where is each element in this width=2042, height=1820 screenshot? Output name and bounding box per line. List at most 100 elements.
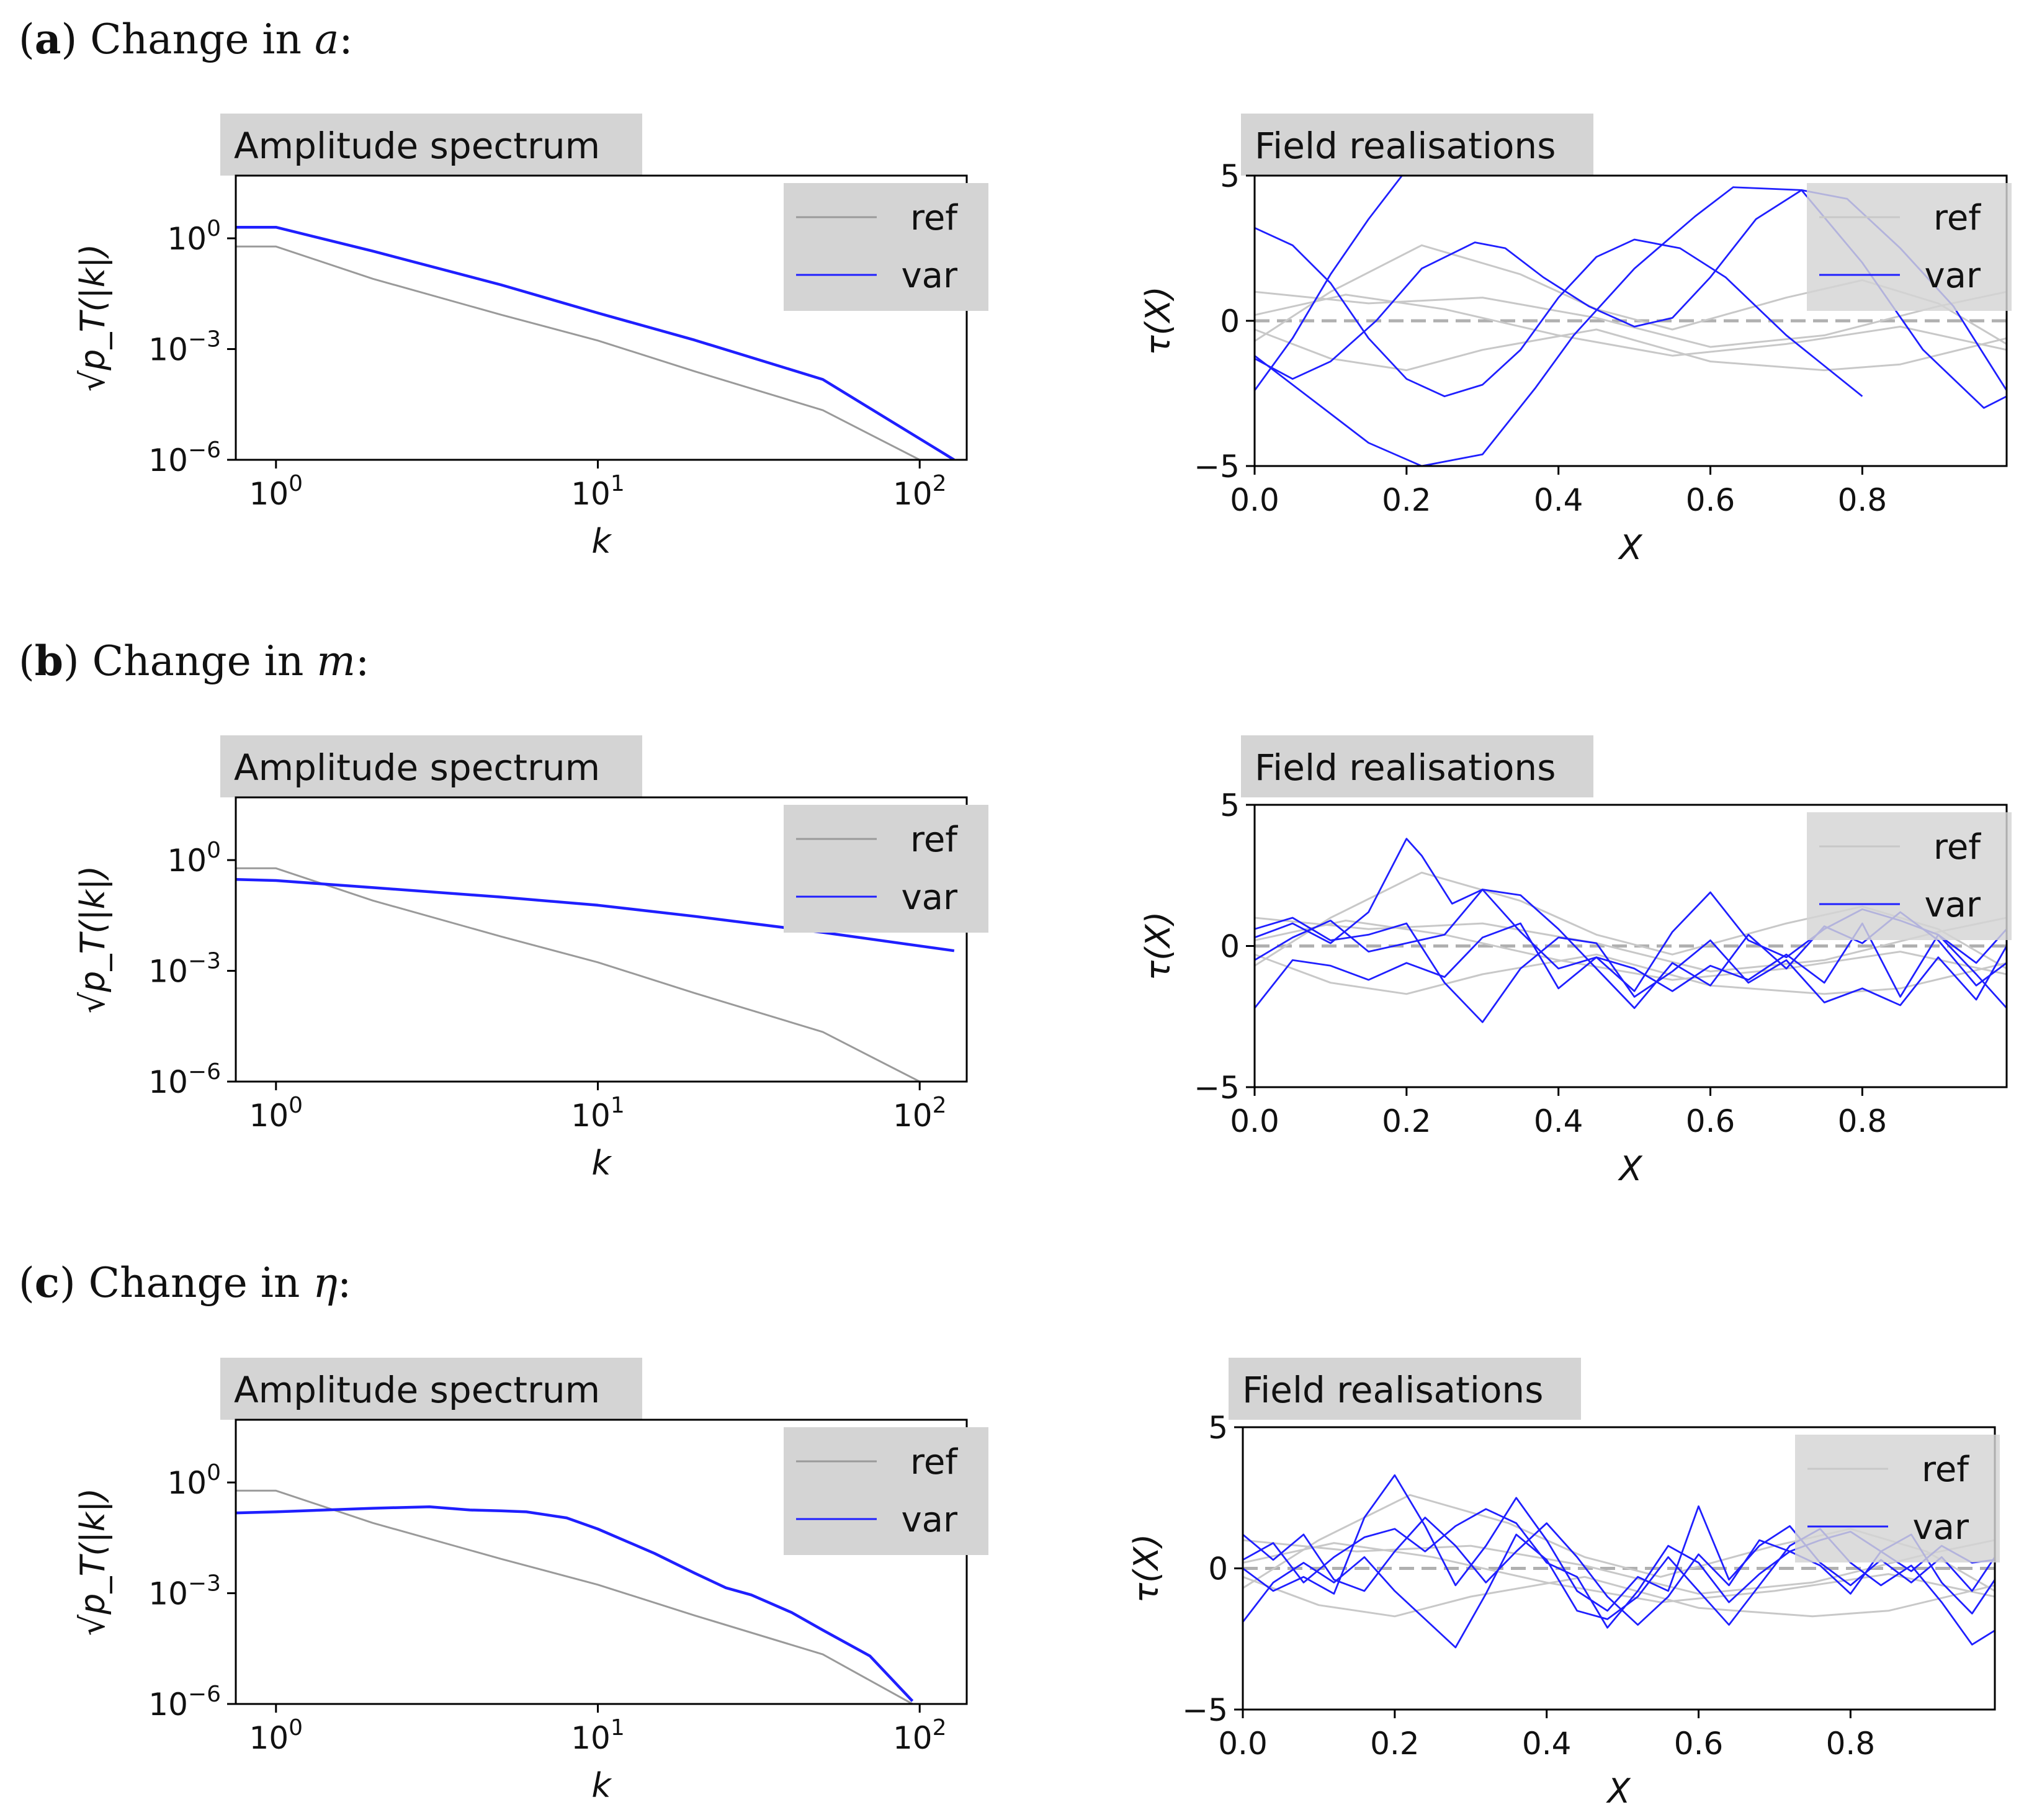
c-spectrum-series-var-1	[236, 1505, 914, 1702]
b-spectrum-frame	[235, 796, 968, 1083]
c-spectrum-legend-var-label: var	[902, 1500, 958, 1540]
a-spectrum-legend-ref-label: ref	[910, 198, 958, 238]
a-field-title: Field realisations	[1255, 125, 1556, 167]
c-spectrum-xlabel: k	[591, 1766, 612, 1805]
b-field-legend-var-label: var	[1925, 885, 1981, 925]
section-suffix-c: :	[338, 1259, 351, 1307]
a-spectrum-ytick-label: 100	[167, 216, 221, 257]
b-spectrum-legend-var-label: var	[902, 877, 958, 918]
b-field-ylabel: τ(X)	[1139, 912, 1178, 981]
section-letter-b: b	[35, 637, 63, 685]
c-spectrum-series-ref-0	[236, 1489, 913, 1704]
a-spectrum-series-var-1	[236, 225, 955, 460]
a-field-xtick-label: 0.0	[1230, 482, 1279, 518]
a-field-xtick-label: 0.2	[1382, 482, 1431, 518]
a-spectrum-legend: ref var	[784, 183, 988, 311]
b-spectrum-panel: Amplitude spectrum 100 101 102 100 10−3 10−6 k √…	[73, 735, 988, 1183]
b-spectrum-title-bg	[220, 735, 642, 797]
b-field-xtick-label: 0.8	[1838, 1103, 1888, 1139]
b-spectrum-xtick-label: 101	[571, 1093, 625, 1134]
c-field-legend-bg	[1795, 1435, 2000, 1562]
a-field-series-ref-2	[1255, 290, 2007, 348]
section-label-c: (c) Change in η:	[19, 1258, 351, 1307]
c-field-xlabel: X	[1606, 1772, 1631, 1811]
a-spectrum-series-ref-0	[236, 245, 920, 460]
a-field-series-var-4	[1255, 176, 1404, 392]
a-field-xlabel: X	[1618, 528, 1643, 567]
b-field-ytick-label: 0	[1220, 929, 1240, 965]
a-spectrum-xtick-label: 101	[571, 471, 625, 512]
c-field-ytick-label: −5	[1182, 1692, 1228, 1728]
c-spectrum-panel: Amplitude spectrum 100 101 102 100 10−3 10−6 k √…	[73, 1358, 988, 1805]
c-spectrum-ylabel: √p_T(|k|)	[73, 1488, 112, 1636]
a-field-ylabel: τ(X)	[1139, 286, 1178, 356]
a-field-panel: Field realisations 0.0 0.2 0.4 0.6 0.8 5 0 −5 Xτ(…	[1139, 114, 2012, 567]
c-spectrum-title: Amplitude spectrum	[234, 1369, 600, 1411]
b-field-title-bg	[1241, 735, 1593, 797]
b-field-ytick-label: 5	[1220, 787, 1240, 823]
c-spectrum-legend: ref var	[784, 1427, 988, 1555]
a-spectrum-xlabel: k	[591, 522, 612, 561]
c-spectrum-ytick-label: 10−3	[148, 1571, 221, 1612]
c-field-ytick-label: 0	[1208, 1551, 1228, 1587]
b-field-xlabel: X	[1618, 1149, 1643, 1188]
b-spectrum-xtick-label: 102	[893, 1093, 947, 1134]
b-field-ytick-label: −5	[1194, 1070, 1240, 1106]
c-spectrum-frame	[235, 1419, 968, 1705]
c-field-xtick-label: 0.8	[1826, 1726, 1876, 1762]
a-field-title-bg	[1241, 114, 1593, 176]
svg-text:√p_T(|k|): √p_T(|k|)	[73, 866, 112, 1013]
b-spectrum-ytick-label: 10−6	[148, 1059, 221, 1100]
b-field-xtick-label: 0.2	[1382, 1103, 1431, 1139]
a-field-ytick-label: 0	[1220, 303, 1240, 339]
a-field-series-ref-1	[1255, 328, 2007, 372]
c-field-series-ref-1	[1243, 1576, 1995, 1618]
c-field-xtick-label: 0.4	[1522, 1726, 1572, 1762]
b-spectrum-xlabel: k	[591, 1144, 612, 1183]
c-field-legend-ref-label: ref	[1922, 1450, 1969, 1490]
a-spectrum-legend-var-label: var	[902, 256, 958, 296]
a-spectrum-panel: Amplitude spectrum 100 101 102 100 10−3 10−6 k √…	[73, 114, 988, 561]
a-field-data	[1255, 176, 2007, 466]
a-field-xtick-label: 0.8	[1838, 482, 1888, 518]
b-spectrum-title: Amplitude spectrum	[234, 746, 600, 789]
a-field-xtick-label: 0.6	[1686, 482, 1735, 518]
b-field-legend-ref-label: ref	[1933, 827, 1981, 867]
a-field-series-ref-3	[1255, 294, 2007, 357]
b-field-legend: ref var	[1807, 812, 2012, 940]
b-field-series-ref-1	[1255, 953, 2007, 995]
svg-text:√p_T(|k|): √p_T(|k|)	[73, 1488, 112, 1636]
c-spectrum-legend-ref-label: ref	[910, 1442, 958, 1482]
a-field-ytick-label: −5	[1194, 449, 1240, 485]
c-field-xtick-label: 0.6	[1674, 1726, 1724, 1762]
c-field-panel: Field realisations 0.0 0.2 0.4 0.6 0.8 5 0 −5 Xτ(…	[1127, 1358, 2000, 1811]
c-spectrum-data	[236, 1489, 914, 1704]
b-field-panel: Field realisations 0.0 0.2 0.4 0.6 0.8 5 0 −5 Xτ(…	[1139, 735, 2012, 1188]
c-spectrum-xtick-label: 102	[893, 1715, 947, 1756]
b-spectrum-legend: ref var	[784, 805, 988, 933]
c-field-title-bg	[1229, 1358, 1581, 1420]
b-field-xtick-label: 0.4	[1534, 1103, 1583, 1139]
c-field-legend: ref var	[1795, 1435, 2000, 1562]
a-spectrum-xtick-label: 100	[249, 471, 303, 512]
a-field-legend-ref-label: ref	[1933, 198, 1981, 238]
c-spectrum-xtick-label: 101	[571, 1715, 625, 1756]
a-field-xtick-label: 0.4	[1534, 482, 1583, 518]
a-spectrum-data	[236, 225, 955, 460]
section-label-a: (a) Change in a:	[19, 15, 353, 63]
b-field-series-var-5	[1255, 922, 2007, 1009]
section-text-b: Change in	[92, 637, 317, 685]
b-field-title: Field realisations	[1255, 746, 1556, 789]
section-param-c: η	[313, 1259, 338, 1307]
a-spectrum-frame	[235, 174, 968, 461]
a-field-ytick-label: 5	[1220, 158, 1240, 194]
section-suffix-b: :	[356, 637, 369, 685]
a-spectrum-ytick-label: 10−6	[148, 437, 221, 478]
a-spectrum-ylabel: √p_T(|k|)	[73, 244, 112, 392]
section-param-a: a	[315, 16, 339, 63]
a-spectrum-ytick-label: 10−3	[148, 327, 221, 368]
section-label-b: (b) Change in m:	[19, 637, 369, 685]
a-spectrum-xtick-label: 102	[893, 471, 947, 512]
b-spectrum-ytick-label: 10−3	[148, 949, 221, 990]
